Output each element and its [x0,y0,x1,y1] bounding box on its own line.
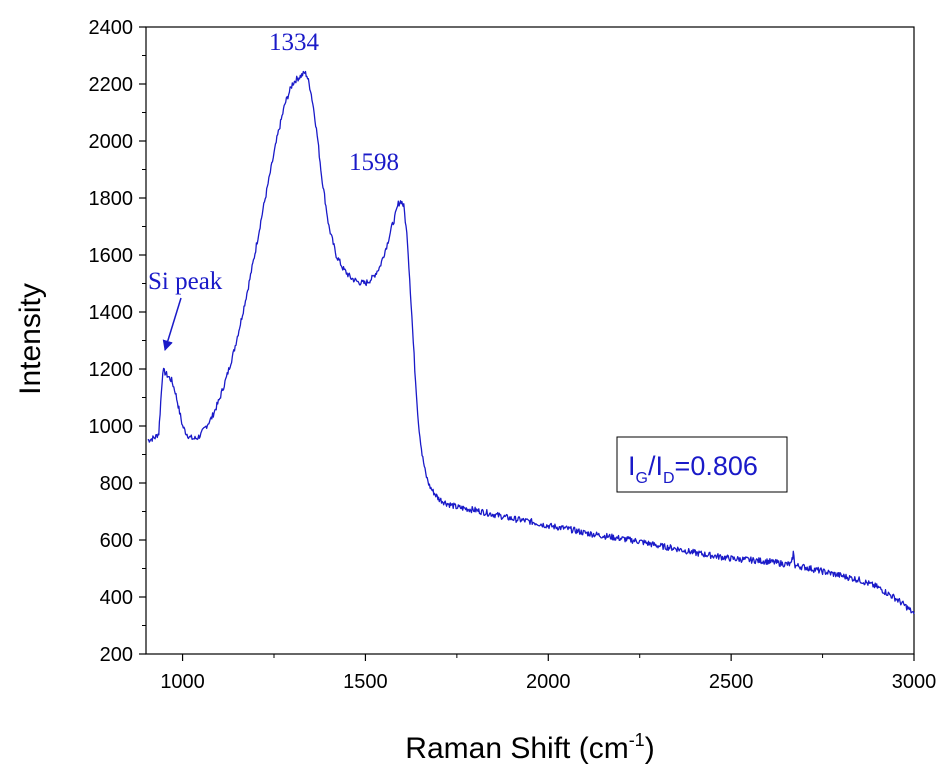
x-tick-label: 3000 [892,671,937,693]
y-tick-label: 800 [100,473,133,495]
plot-frame [145,26,915,655]
peak-label-1334: 1334 [269,29,320,56]
y-tick-label: 2200 [89,74,134,96]
si-peak-label: Si peak [148,268,223,295]
y-tick-label: 200 [100,644,133,666]
y-tick-label: 1200 [89,359,134,381]
y-axis-title: Intensity [14,283,47,395]
x-tick-label: 1500 [343,671,388,693]
si-peak-arrow [162,297,182,352]
y-tick-label: 1000 [89,416,134,438]
y-axis-ticks: 200 400 600 800 1000 1200 1400 1600 1800 2000 2200… [89,17,146,666]
y-tick-label: 2000 [89,131,134,153]
x-axis-ticks: 1000 1500 2000 2500 3000 [160,654,936,693]
ratio-box [616,436,788,493]
x-axis-title: Raman Shift (cm-1) [405,730,654,765]
y-tick-label: 400 [100,587,133,609]
x-tick-label: 2500 [709,671,754,693]
peak-label-1598: 1598 [349,149,399,176]
y-tick-label: 1600 [89,245,134,267]
y-tick-label: 600 [100,530,133,552]
y-tick-label: 1400 [89,302,134,324]
raman-spectrum-line [147,70,915,615]
y-tick-label: 1800 [89,188,134,210]
x-tick-label: 1000 [160,671,205,693]
y-tick-label: 2400 [89,17,134,39]
ig-id-ratio: IG/ID=0.806 [628,451,758,487]
x-tick-label: 2000 [526,671,571,693]
